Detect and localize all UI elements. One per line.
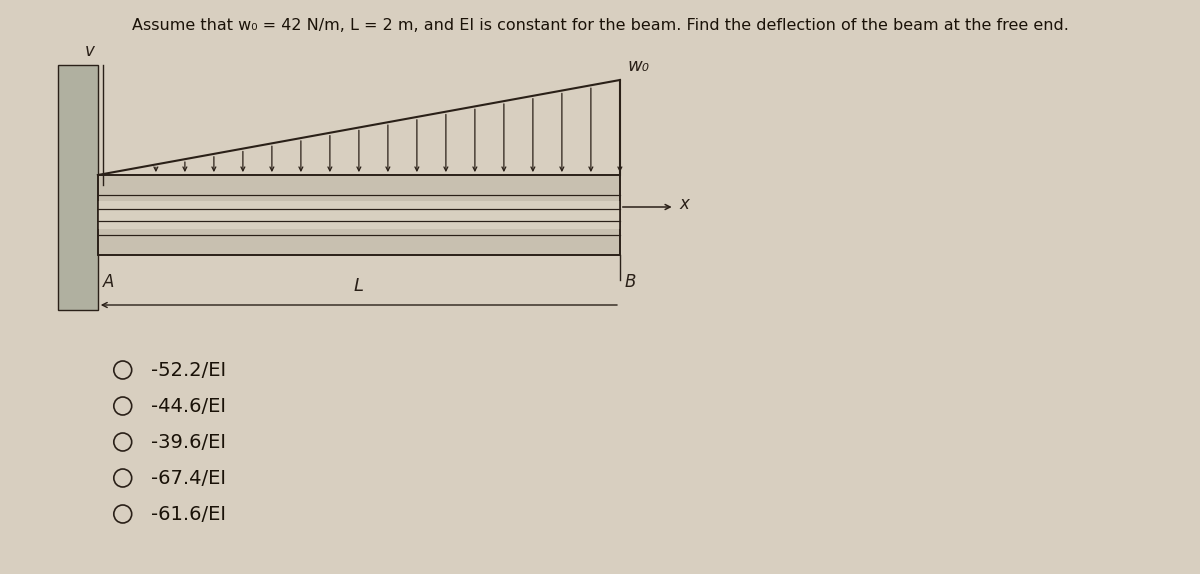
Text: v: v: [85, 42, 95, 60]
Text: -39.6/EI: -39.6/EI: [150, 433, 226, 452]
Text: A: A: [103, 273, 114, 291]
Text: -67.4/EI: -67.4/EI: [150, 470, 226, 488]
Text: Assume that w₀ = 42 N/m, L = 2 m, and EI is constant for the beam. Find the defl: Assume that w₀ = 42 N/m, L = 2 m, and EI…: [132, 18, 1068, 33]
Text: -61.6/EI: -61.6/EI: [150, 506, 226, 525]
Text: -44.6/EI: -44.6/EI: [150, 398, 226, 417]
Bar: [98, 175, 620, 255]
Text: x: x: [679, 195, 690, 213]
Text: -52.2/EI: -52.2/EI: [150, 362, 226, 381]
Bar: [98, 175, 620, 255]
Text: B: B: [625, 273, 636, 291]
Text: w₀: w₀: [628, 57, 650, 75]
Bar: [58, 65, 98, 310]
Bar: [98, 201, 620, 228]
Text: L: L: [354, 277, 364, 295]
